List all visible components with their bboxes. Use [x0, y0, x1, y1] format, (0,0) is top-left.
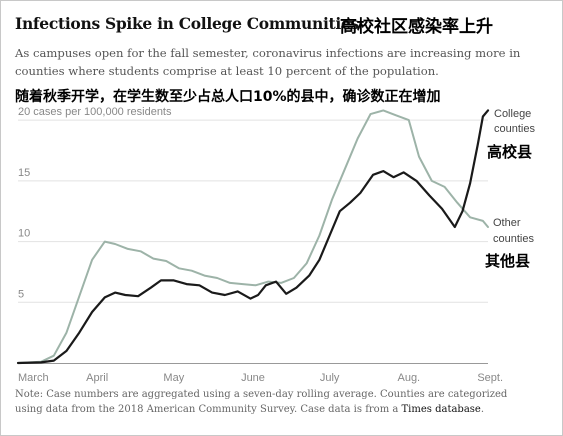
gridlines	[18, 119, 488, 364]
legend-label-college-counties-chinese: 高校县	[487, 143, 532, 161]
x-axis-ticks: March April May June July Aug. Sept.	[18, 372, 503, 384]
legend-label-other-counties-line2: counties	[493, 233, 534, 245]
y-tick-label-10: 10	[18, 228, 30, 240]
series-labels: College counties 高校县 Other counties 其他县	[485, 108, 535, 270]
legend-label-other-counties-line1: Other	[493, 217, 521, 229]
note-line-1: Note: Case numbers are aggregated using …	[15, 389, 508, 400]
note-period: .	[480, 404, 485, 415]
series-lines	[16, 109, 490, 365]
y-tick-label-20: 20 cases per 100,000 residents	[18, 106, 172, 118]
y-tick-label-15: 15	[18, 167, 30, 179]
chart-title: Infections Spike in College Communities	[15, 14, 359, 33]
y-tick-label-5: 5	[18, 288, 24, 300]
x-tick-label-may: May	[163, 372, 184, 384]
chart-note: Note: Case numbers are aggregated using …	[15, 387, 555, 417]
series-line-other-counties	[17, 109, 489, 364]
x-tick-label-sept: Sept.	[477, 372, 503, 384]
x-tick-label-april: April	[86, 372, 108, 384]
series-line-college-counties	[16, 109, 490, 365]
chart-title-chinese: 高校社区感染率上升	[340, 17, 493, 37]
note-text: using data from the 2018 American Commun…	[15, 404, 402, 415]
legend-label-college-counties-line1: College	[494, 108, 531, 120]
y-axis-ticks: 5 10 15 20 cases per 100,000 residents	[18, 106, 172, 300]
legend-label-other-counties-chinese: 其他县	[485, 252, 530, 270]
subtitle-line-1: As campuses open for the fall semester, …	[15, 46, 521, 60]
x-tick-label-june: June	[241, 372, 265, 384]
x-tick-label-aug: Aug.	[397, 372, 420, 384]
times-database-link[interactable]: Times database	[401, 404, 481, 415]
subtitle-line-2: counties where students comprise at leas…	[15, 64, 439, 78]
legend-label-college-counties-line2: counties	[494, 123, 535, 135]
chart-subtitle-chinese: 随着秋季开学，在学生数至少占总人口10%的县中，确诊数正在增加	[15, 89, 441, 105]
x-tick-label-march: March	[18, 372, 49, 384]
note-line-2: using data from the 2018 American Commun…	[15, 402, 555, 417]
chart-subtitle: As campuses open for the fall semester, …	[15, 44, 555, 80]
x-tick-label-july: July	[320, 372, 340, 384]
